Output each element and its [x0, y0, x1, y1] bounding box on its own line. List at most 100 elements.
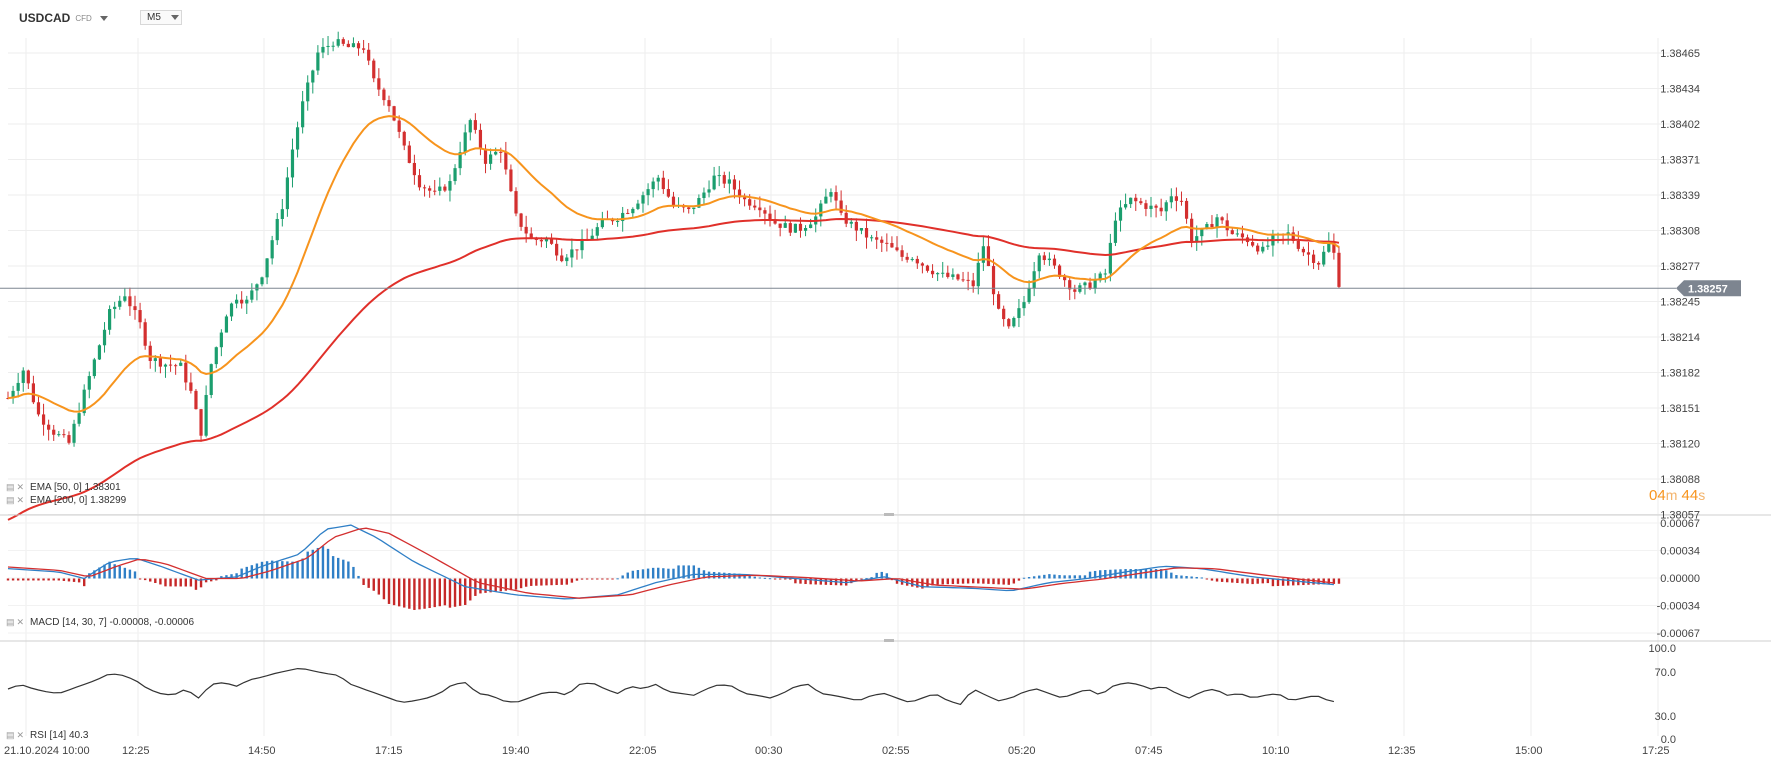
price-tick-label: 1.38402 [1660, 119, 1700, 131]
macd-bar [601, 578, 604, 580]
legend-ema200[interactable]: ▤✕ EMA [200, 0] 1.38299 [6, 495, 126, 506]
macd-bar [580, 578, 584, 580]
macd-bar [1017, 578, 1021, 581]
settings-close-icon[interactable]: ▤✕ [6, 495, 27, 505]
macd-bar [184, 578, 187, 587]
macd-bar [799, 578, 802, 584]
macd-bar [977, 578, 980, 584]
candle-body [1317, 262, 1321, 265]
legend-macd[interactable]: ▤✕ MACD [14, 30, 7] -0.00008, -0.00006 [6, 617, 194, 628]
settings-close-icon[interactable]: ▤✕ [6, 730, 27, 740]
candle-body [1195, 236, 1199, 243]
macd-bar [362, 578, 365, 585]
time-axis[interactable]: 21.10.2024 10:00 12:25 14:50 17:15 19:40 22:0… [4, 745, 1670, 757]
settings-close-icon[interactable]: ▤✕ [6, 482, 27, 492]
macd-bar [413, 578, 416, 610]
macd-bar [860, 578, 863, 580]
candle-body [123, 296, 127, 301]
candle-body [971, 280, 975, 287]
legend-ema50[interactable]: ▤✕ EMA [50, 0] 1.38301 [6, 482, 121, 493]
candle-body [1327, 242, 1331, 252]
candle-body [1235, 233, 1239, 235]
macd-bar [57, 578, 60, 581]
macd-bar [250, 565, 254, 579]
macd-bar [626, 572, 629, 579]
candle-body [1139, 201, 1143, 204]
macd-bar [672, 568, 675, 579]
candle-body [692, 207, 696, 210]
candle-body [1296, 240, 1300, 249]
macd-bar [1226, 578, 1229, 583]
time-tick-label: 21.10.2024 10:00 [4, 745, 90, 757]
macd-bar [408, 578, 411, 609]
time-tick-label: 17:15 [375, 745, 403, 757]
macd-bar [514, 578, 518, 590]
candle-body [214, 347, 218, 365]
price-pane[interactable] [0, 31, 1676, 521]
candle-body [494, 151, 498, 155]
candle-body [67, 435, 71, 443]
macd-bar [306, 551, 309, 579]
price-tag-value: 1.38257 [1688, 283, 1728, 295]
macd-pane[interactable] [6, 524, 1341, 610]
candle-body [981, 246, 985, 263]
candle-body [1164, 202, 1168, 212]
macd-bar [1012, 578, 1016, 584]
candle-body [600, 218, 604, 228]
candle-body [991, 266, 996, 295]
macd-bar [1251, 578, 1254, 585]
candle-body [778, 223, 782, 228]
candle-body [727, 179, 731, 184]
candle-body [417, 175, 422, 188]
candle-body [529, 233, 533, 239]
macd-bar [875, 572, 878, 579]
macd-bar [1337, 578, 1341, 584]
legend-rsi[interactable]: ▤✕ RSI [14] 40.3 [6, 730, 88, 741]
candle-body [854, 221, 858, 231]
rsi-tick-label: 0.0 [1661, 734, 1676, 746]
candle-body [392, 106, 396, 121]
macd-bar [570, 578, 574, 583]
candle-body [793, 223, 797, 233]
candle-body [966, 279, 970, 281]
candle-body [16, 382, 20, 391]
macd-bar [565, 578, 568, 585]
candle-body [783, 223, 787, 228]
macd-bar [1332, 578, 1336, 584]
macd-bar [509, 578, 513, 591]
macd-bar [164, 578, 167, 587]
macd-bar [281, 561, 284, 579]
macd-bar [1068, 575, 1071, 579]
candle-body [1322, 251, 1326, 265]
candle-body [1103, 273, 1107, 275]
candle-body [377, 78, 381, 90]
macd-tick-label: -0.00067 [1657, 628, 1700, 640]
macd-bar [311, 549, 314, 579]
rsi-pane[interactable] [7, 667, 1335, 706]
candle-body [62, 434, 66, 436]
candle-body [128, 296, 132, 307]
time-tick-label: 17:25 [1642, 745, 1670, 757]
price-axis[interactable]: 1.38465 1.38434 1.38402 1.38371 1.38339 1.383… [1648, 48, 1700, 746]
candle-body [1230, 230, 1234, 235]
macd-bar [611, 578, 614, 580]
candle-body [834, 192, 838, 201]
candle-body [458, 152, 462, 169]
time-tick-label: 02:55 [882, 745, 910, 757]
candle-body [1124, 204, 1128, 208]
macd-bar [392, 578, 396, 606]
symbol-selector[interactable]: USDCAD CFD [19, 11, 108, 25]
candle-body [732, 179, 737, 190]
timeframe-selector[interactable]: M5 [140, 10, 182, 25]
candle-body [514, 191, 518, 214]
settings-close-icon[interactable]: ▤✕ [6, 617, 27, 627]
candle-body [1337, 252, 1341, 287]
rsi-line [7, 667, 1335, 706]
macd-bar [240, 568, 243, 579]
candle-body [158, 358, 162, 367]
macd-bar [992, 578, 995, 585]
macd-line [7, 524, 1334, 600]
macd-bar [814, 578, 817, 585]
candle-body [433, 190, 437, 192]
